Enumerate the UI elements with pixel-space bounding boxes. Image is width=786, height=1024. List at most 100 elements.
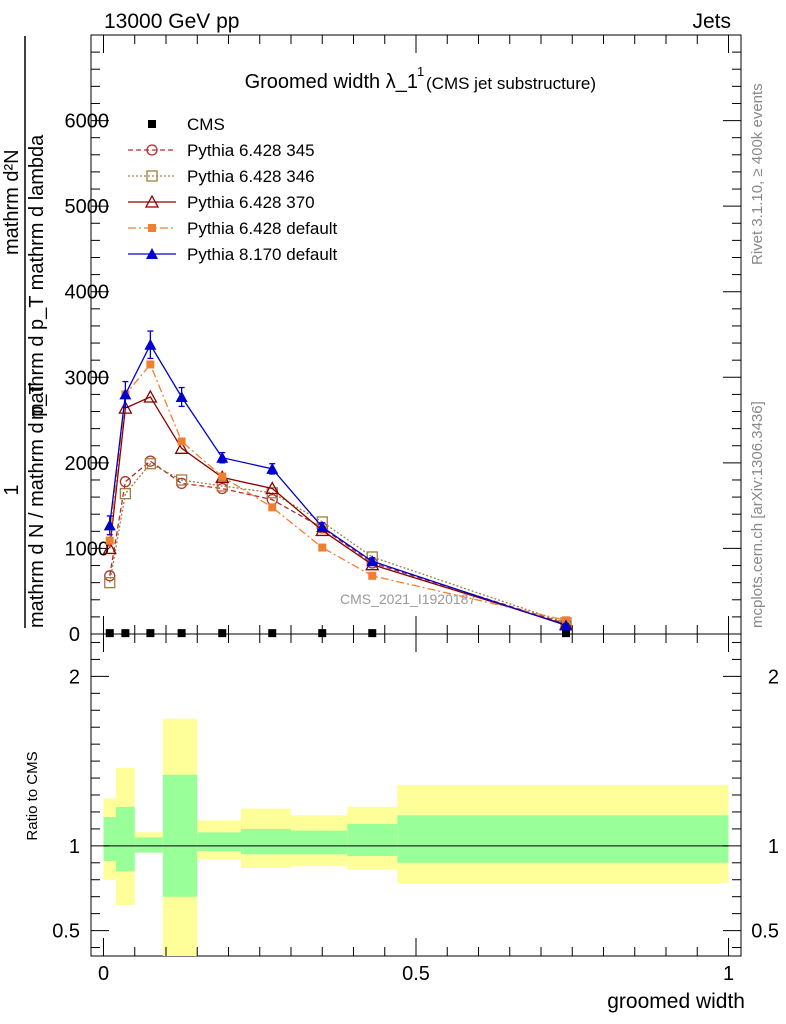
data-point: [268, 503, 277, 512]
data-point: [268, 629, 277, 638]
series-line: [109, 462, 567, 624]
data-point: [103, 519, 116, 531]
y-tick-label: 4000: [65, 282, 110, 304]
title-superscript: 1: [417, 64, 424, 79]
data-point: [218, 629, 227, 638]
x-tick-label: 1: [723, 963, 734, 985]
series-1: [104, 455, 572, 630]
data-point: [366, 555, 379, 567]
ratio-band-green: [241, 828, 291, 855]
ratio-band-green: [347, 823, 398, 857]
title-sub: (CMS jet substructure): [426, 74, 596, 93]
legend-entry: Pythia 6.428 346: [128, 167, 315, 186]
data-point: [177, 629, 186, 638]
plot-title: Groomed width λ_1 1 (CMS jet substructur…: [245, 64, 596, 93]
analysis-watermark: CMS_2021_I1920187: [340, 591, 476, 607]
energy-label: 13000 GeV pp: [104, 10, 239, 33]
legend-label: Pythia 6.428 346: [187, 167, 315, 186]
data-point: [265, 481, 280, 495]
y-tick-label-zero: 0: [69, 624, 80, 646]
data-point: [318, 543, 327, 552]
data-point: [175, 474, 188, 486]
data-point: [143, 389, 158, 403]
ratio-band-green: [162, 774, 198, 897]
ratio-band-green: [197, 832, 241, 851]
data-point: [144, 338, 157, 350]
data-point: [146, 360, 155, 369]
ratio-axes: 0.5 0.5 1 1 2 2 0 0.5 1: [52, 634, 779, 985]
x-tick-label: 0.5: [402, 963, 430, 985]
ratio-y-tick-label-left: 2: [69, 666, 80, 688]
data-point: [105, 536, 114, 545]
legend-entry: CMS: [148, 115, 225, 134]
data-point: [104, 577, 116, 589]
data-point: [266, 462, 279, 474]
x-tick-label: 0: [98, 963, 109, 985]
legend-label: CMS: [187, 115, 225, 134]
legend-marker: [148, 120, 156, 128]
legend-entry: Pythia 6.428 default: [128, 219, 338, 238]
y-tick-label: 6000: [65, 111, 110, 133]
legend-entry: Pythia 8.170 default: [128, 245, 338, 264]
legend: CMS Pythia 6.428 345 Pythia 6.428 346 Pythi…: [128, 115, 338, 264]
ylabel-denominator: mathrm d p_T mathrm d lambda: [26, 134, 48, 420]
data-point: [119, 488, 132, 500]
legend-label: Pythia 6.428 345: [187, 141, 315, 160]
data-point: [316, 521, 329, 533]
ratio-y-label: Ratio to CMS: [24, 751, 41, 840]
process-label: Jets: [692, 10, 731, 33]
ratio-band-green: [397, 815, 729, 863]
data-point: [177, 437, 186, 446]
legend-label: Pythia 6.428 370: [187, 193, 315, 212]
series-2: [104, 458, 572, 629]
data-point: [119, 388, 132, 400]
legend-marker: [146, 248, 158, 259]
data-point: [216, 480, 228, 492]
x-axis-label: groomed width: [607, 990, 745, 1013]
y-tick-label: 5000: [65, 196, 110, 218]
data-point: [144, 458, 157, 470]
series-line: [109, 460, 567, 625]
series-3: [102, 389, 574, 631]
series-0: [105, 629, 570, 638]
ratio-band-green: [134, 837, 163, 853]
ratio-bands: [103, 718, 729, 956]
data-point: [218, 472, 227, 481]
data-point: [368, 629, 377, 638]
main-y-label: 1 mathrm d N / mathrm d p_T mathrm d²N m…: [1, 36, 48, 628]
data-point: [105, 629, 114, 638]
series-line: [109, 363, 567, 621]
y-tick-label: 3000: [65, 367, 110, 389]
legend-label: Pythia 6.428 default: [187, 219, 338, 238]
series-5: [103, 330, 572, 631]
data-point: [318, 629, 327, 638]
data-point: [174, 440, 189, 454]
ratio-y-tick-label-right: 0.5: [751, 921, 779, 943]
data-point: [119, 476, 132, 488]
ylabel-numerator: mathrm d²N: [1, 149, 23, 255]
ratio-y-tick-label-left: 1: [69, 836, 80, 858]
legend-marker: [146, 144, 158, 156]
data-point: [121, 629, 130, 638]
ratio-y-tick-label-left: 0.5: [52, 921, 80, 943]
y-tick-label: 1000: [65, 538, 110, 560]
data-point: [562, 629, 570, 638]
ratio-band-green: [291, 830, 348, 855]
legend-label: Pythia 8.170 default: [187, 245, 338, 264]
series-line: [109, 396, 567, 626]
ratio-band-green: [116, 806, 135, 872]
series-layer: [102, 330, 574, 638]
data-point: [102, 541, 117, 555]
main-y-axis: 1000 2000 3000 4000 5000 6000 0: [65, 34, 741, 646]
ratio-band-green: [103, 817, 116, 862]
legend-entry: Pythia 6.428 370: [128, 193, 315, 212]
svg-text:Groomed width λ_1: Groomed width λ_1: [245, 71, 418, 93]
data-point: [560, 619, 572, 631]
main-x-axis: [103, 35, 729, 634]
legend-entry: Pythia 6.428 345: [128, 141, 315, 160]
data-point: [216, 451, 229, 463]
data-point: [175, 390, 188, 402]
legend-marker: [144, 194, 160, 208]
legend-marker: [146, 170, 158, 182]
